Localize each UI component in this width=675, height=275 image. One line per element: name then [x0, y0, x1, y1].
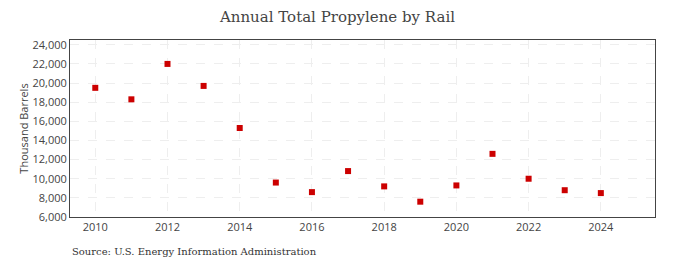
svg-text:Annual Total Propylene by Rail: Annual Total Propylene by Rail: [219, 8, 455, 26]
svg-text:6,000: 6,000: [39, 209, 67, 224]
svg-text:2014: 2014: [227, 219, 253, 234]
svg-text:24,000: 24,000: [33, 37, 67, 52]
svg-text:2022: 2022: [516, 219, 541, 234]
svg-text:Source: U.S. Energy Informatio: Source: U.S. Energy Information Administ…: [72, 246, 317, 257]
svg-text:2016: 2016: [299, 219, 324, 234]
svg-text:20,000: 20,000: [33, 75, 67, 90]
svg-text:16,000: 16,000: [33, 113, 67, 128]
svg-text:2012: 2012: [155, 219, 180, 234]
svg-text:Thousand Barrels: Thousand Barrels: [16, 83, 31, 173]
svg-text:12,000: 12,000: [33, 151, 67, 166]
svg-text:8,000: 8,000: [39, 190, 67, 205]
svg-text:2018: 2018: [372, 219, 397, 234]
svg-text:10,000: 10,000: [33, 171, 67, 186]
svg-text:18,000: 18,000: [33, 94, 67, 109]
svg-text:2020: 2020: [444, 219, 469, 234]
svg-text:2010: 2010: [83, 219, 108, 234]
svg-text:2024: 2024: [588, 219, 614, 234]
svg-text:14,000: 14,000: [33, 132, 67, 147]
svg-text:22,000: 22,000: [33, 56, 67, 71]
